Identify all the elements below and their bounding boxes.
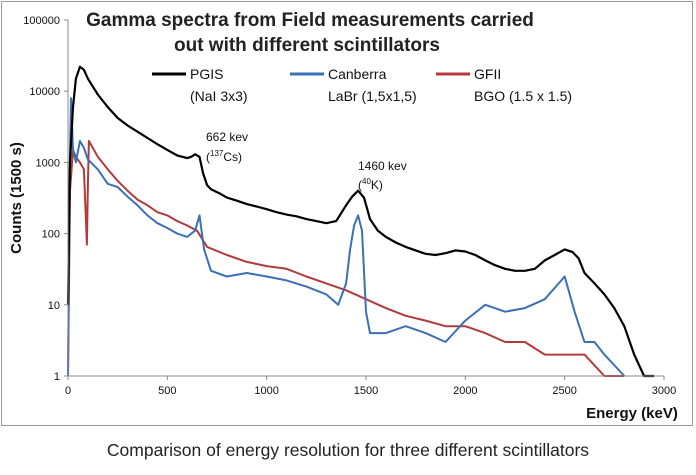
y-tick-label: 10 <box>48 300 60 312</box>
x-tick-label: 2000 <box>453 385 477 397</box>
annotation-1460-isotope: (40K) <box>358 177 383 192</box>
legend: PGIS (NaI 3x3) Canberra LaBr (1,5x1,5) G… <box>152 66 572 104</box>
legend-label-pgis: PGIS <box>190 66 223 82</box>
annotation-1460-symbol: K <box>371 178 379 192</box>
annotation-662-mass: 137 <box>210 149 224 158</box>
y-tick-label: 1 <box>54 371 60 383</box>
chart: Gamma spectra from Field measurements ca… <box>8 10 678 422</box>
legend-sub-canberra: LaBr (1,5x1,5) <box>328 88 417 104</box>
x-tick-label: 3000 <box>652 385 676 397</box>
x-tick-label: 500 <box>158 385 176 397</box>
chart-title-line-1: Gamma spectra from Field measurements ca… <box>86 10 534 31</box>
legend-sub-pgis: (NaI 3x3) <box>190 88 248 104</box>
series-line-canberra <box>67 97 626 377</box>
x-tick-label: 0 <box>65 385 71 397</box>
y-tick-label: 100000 <box>23 15 60 27</box>
series-line-gfii <box>67 140 625 377</box>
series-line-pgis <box>66 65 655 378</box>
y-tick-label: 100 <box>42 229 60 241</box>
annotation-1460-mass: 40 <box>362 177 371 186</box>
series-layer <box>66 65 655 378</box>
y-tick-label: 10000 <box>29 86 60 98</box>
annotation-662-label: 662 kev <box>206 130 248 144</box>
annotation-1460: 1460 kev (40K) <box>358 159 407 192</box>
chart-title-line-2: out with different scintillators <box>174 35 440 56</box>
y-axis-label: Counts (1500 s) <box>8 142 25 254</box>
legend-sub-gfii: BGO (1.5 x 1.5) <box>474 88 572 104</box>
x-tick-label: 1000 <box>254 385 278 397</box>
x-tick-label: 2500 <box>552 385 576 397</box>
figure-caption: Comparison of energy resolution for thre… <box>106 440 590 460</box>
annotation-662-isotope: (137Cs) <box>206 149 242 164</box>
annotation-662-symbol: Cs <box>223 150 238 164</box>
legend-label-gfii: GFII <box>474 66 501 82</box>
annotation-662: 662 kev (137Cs) <box>206 130 248 164</box>
chart-title: Gamma spectra from Field measurements ca… <box>86 10 534 56</box>
legend-label-canberra: Canberra <box>328 66 387 82</box>
y-tick-label: 1000 <box>36 157 60 169</box>
x-tick-label: 1500 <box>354 385 378 397</box>
x-axis-label: Energy (keV) <box>586 405 678 422</box>
ticks: 0 500 1000 1500 2000 2500 3000 1 10 100 1000 10000 1… <box>23 15 676 397</box>
annotation-1460-label: 1460 kev <box>358 159 407 173</box>
